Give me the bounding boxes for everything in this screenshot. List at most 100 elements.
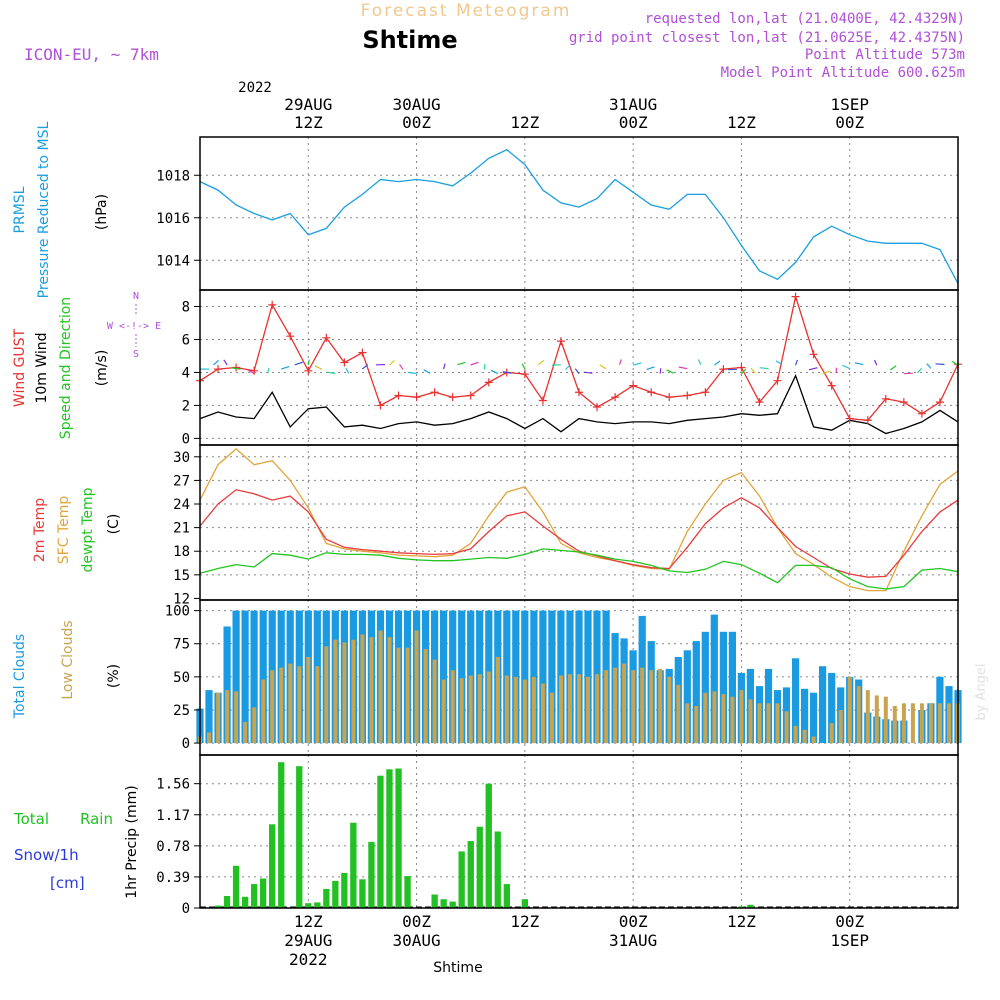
wind-arrow <box>213 359 219 366</box>
low-cloud-bar <box>297 666 302 743</box>
low-cloud-bar <box>694 706 699 744</box>
clouds-tick-label: 75 <box>173 637 190 653</box>
watermark: by Angel <box>974 663 989 720</box>
low-cloud-bar <box>757 703 762 743</box>
low-cloud-bar <box>847 676 852 743</box>
top-hour-label: 12Z <box>727 113 756 132</box>
requested-coords: requested lon,lat (21.0400E, 42.4329N) <box>645 11 965 27</box>
total-cloud-bar <box>701 631 709 744</box>
total-cloud-bar <box>792 658 800 744</box>
wind-arrow <box>697 359 702 365</box>
wind-arrow <box>759 367 769 370</box>
low-cloud-bar <box>865 690 870 744</box>
rain-bar <box>521 899 528 908</box>
low-cloud-bar <box>450 670 455 744</box>
gust-point <box>809 350 818 359</box>
gust-point <box>575 388 583 397</box>
total-cloud-bar <box>728 631 736 744</box>
precip-tick-label: 0 <box>182 901 190 917</box>
low-cloud-bar <box>622 663 627 744</box>
temp-unit: (C) <box>106 514 122 535</box>
wind-arrow <box>935 363 945 366</box>
low-cloud-bar <box>225 690 230 744</box>
low-cloud-bar <box>360 634 365 743</box>
gust-point <box>466 391 475 400</box>
compass-we: W <-!-> E <box>107 321 161 332</box>
pressure-tick-label: 1016 <box>156 211 190 227</box>
wind-tick-label: 8 <box>182 299 190 315</box>
gust-point <box>863 416 872 425</box>
gust-point <box>556 337 565 346</box>
wind-10m-label: 10m Wind <box>34 332 50 403</box>
model-altitude: Model Point Altitude 600.625m <box>721 65 965 81</box>
wind-arrow <box>795 359 798 366</box>
temp-dewpt-label: dewpt Temp <box>80 487 96 572</box>
wind-arrow <box>538 359 545 366</box>
top-hour-label: 12Z <box>510 113 539 132</box>
wind-arrow <box>854 362 864 366</box>
wind-arrow <box>659 368 662 374</box>
pressure-unit: (hPa) <box>94 194 110 230</box>
rain-bar <box>223 896 231 908</box>
gust-point <box>683 391 692 400</box>
wind-arrow <box>470 361 479 366</box>
rain-bar <box>458 851 465 908</box>
wind-arrow <box>574 368 580 374</box>
total-cloud-bar <box>710 614 718 744</box>
wind-frame <box>199 289 959 446</box>
model-label: ICON-EU, ~ 7km <box>24 45 159 64</box>
rain-bar <box>404 876 411 908</box>
wind-arrow <box>599 364 607 370</box>
wind-arrow <box>889 365 897 371</box>
top-date-label: 31AUG <box>609 95 657 114</box>
rain-bar <box>251 884 258 908</box>
low-cloud-bar <box>441 679 446 744</box>
rain-bar <box>214 905 222 908</box>
low-cloud-bar <box>378 630 383 744</box>
low-cloud-bar <box>369 637 374 744</box>
gust-point <box>647 388 656 397</box>
temp-tick-label: 18 <box>173 544 190 560</box>
precip-tick-label: 0.78 <box>156 839 190 855</box>
rain-bar <box>269 824 276 908</box>
bottom-date-label: 31AUG <box>609 931 657 950</box>
rain-bar <box>323 888 330 908</box>
wind-arrow <box>326 371 336 375</box>
clouds-tick-label: 100 <box>165 604 190 620</box>
gust-point <box>358 348 367 357</box>
low-cloud-bar <box>568 674 572 744</box>
low-cloud-bar <box>342 642 347 744</box>
low-cloud-bar <box>892 706 897 744</box>
wind-tick-label: 0 <box>182 431 190 447</box>
low-cloud-bar <box>811 736 816 744</box>
wind-arrow <box>443 363 446 370</box>
top-date-label: 1SEP <box>830 95 869 114</box>
total-cloud-bar <box>205 690 213 744</box>
wind-arrow <box>247 369 255 375</box>
wind-arrow <box>842 364 850 370</box>
rain-bar <box>278 762 285 908</box>
wind-arrow <box>490 369 499 375</box>
total-cloud-bar <box>810 692 818 743</box>
low-cloud-bar <box>513 676 518 743</box>
temp-2m-line <box>199 489 959 578</box>
bottom-hour-label: 00Z <box>402 912 431 931</box>
wind-arrow <box>750 367 756 374</box>
temp-2m-label: 2m Temp <box>32 498 48 562</box>
gust-point <box>593 403 602 412</box>
wind-arrow <box>345 367 350 374</box>
total-cloud-bar <box>232 610 240 744</box>
gust-point <box>827 381 836 390</box>
low-cloud-bar <box>243 721 248 744</box>
low-cloud-bar <box>739 690 744 744</box>
bottom-date-label: 29AUG <box>284 931 332 950</box>
top-hour-label: 12Z <box>294 113 323 132</box>
rain-bar <box>305 903 312 908</box>
precip-rain-label: Rain <box>80 810 113 828</box>
bottom-date-label: 30AUG <box>392 931 440 950</box>
wind-arrow <box>740 368 747 375</box>
rain-bar <box>485 783 492 908</box>
